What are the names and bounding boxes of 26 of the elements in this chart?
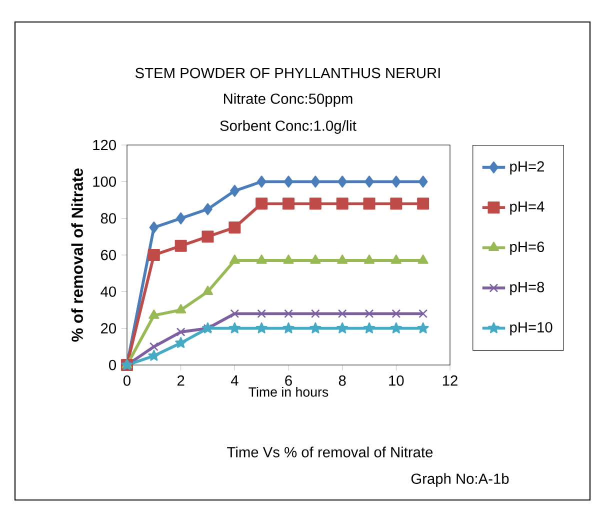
y-tick-label: 80 [100, 213, 116, 224]
y-tick-label: 120 [93, 140, 116, 150]
text: Graph No:A-1b [411, 473, 509, 487]
y-tick-label: 20 [101, 323, 116, 334]
chart-title: STEM POWDER OF PHYLLANTHUS NERURI [135, 68, 440, 78]
legend-label: pH=10 [510, 322, 552, 336]
x-tick-label: 6 [285, 375, 292, 386]
y-tick-label: 60 [101, 250, 116, 260]
x-axis-title: Time in hours [248, 386, 328, 397]
x-tick-label: 12 [442, 375, 458, 386]
x-tick-label: 10 [389, 375, 404, 386]
legend-label: pH=6 [510, 242, 544, 255]
legend-label: pH=8 [510, 282, 544, 296]
y-tick-label: 100 [93, 176, 116, 187]
x-tick-label: 8 [338, 375, 346, 386]
chart-subtitle: Nitrate Conc:50ppm [224, 93, 352, 107]
legend-label: pH=4 [510, 202, 544, 215]
y-axis-title: % of removal of Nitrate [71, 168, 83, 342]
x-tick-label: 4 [230, 375, 238, 386]
text: Sorbent Conc:1.0g/lit [220, 120, 356, 134]
legend-label: pH=2 [510, 161, 544, 175]
y-tick-label: 0 [109, 360, 116, 370]
x-tick-label: 0 [123, 375, 130, 386]
x-tick-label: 2 [177, 375, 184, 386]
text: Time Vs % of removal of Nitrate [227, 446, 433, 458]
y-tick-label: 40 [100, 286, 116, 297]
